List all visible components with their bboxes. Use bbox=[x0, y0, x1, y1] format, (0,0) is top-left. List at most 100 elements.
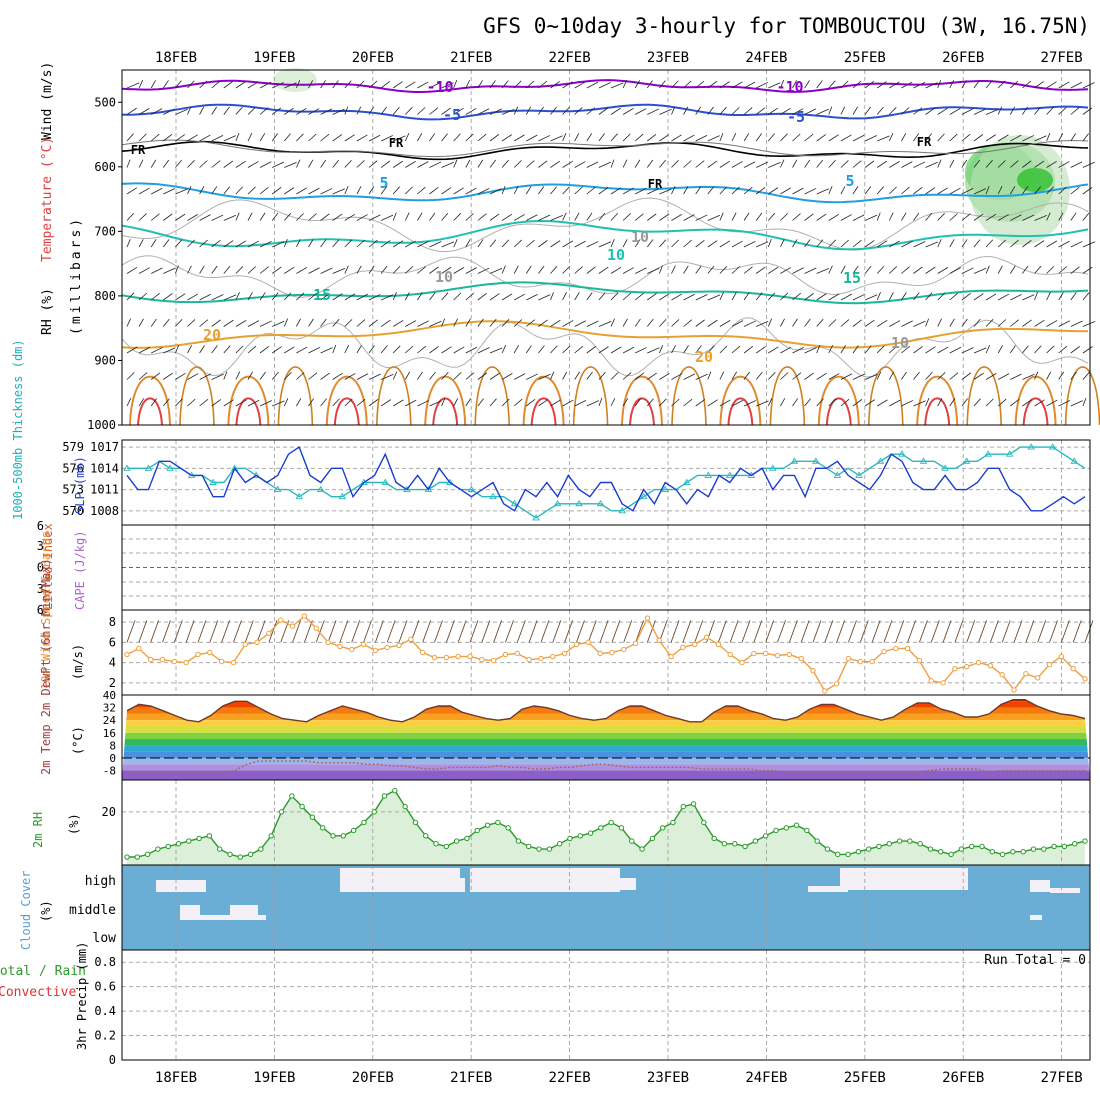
wind-barb bbox=[296, 213, 304, 221]
wind-barb bbox=[719, 266, 728, 274]
wind-barb bbox=[1010, 134, 1022, 142]
wind-barb bbox=[659, 398, 667, 407]
wind-barb bbox=[598, 371, 606, 380]
wind-barb bbox=[961, 80, 967, 89]
wind-barb bbox=[525, 186, 532, 195]
wind-barb bbox=[828, 293, 840, 301]
wind10m-barb bbox=[339, 620, 349, 643]
wind-barb bbox=[283, 239, 288, 248]
wind-barb bbox=[683, 345, 689, 354]
wind10m-barb bbox=[682, 620, 692, 643]
wind-barb bbox=[1070, 212, 1077, 221]
wind-barb bbox=[550, 371, 555, 380]
wind-barb bbox=[368, 80, 378, 89]
wind-barb bbox=[465, 292, 475, 301]
wind-barb bbox=[743, 345, 754, 354]
wind-barb bbox=[429, 133, 436, 142]
wind-barb bbox=[755, 212, 763, 221]
wind-barb bbox=[840, 80, 849, 89]
wind10m-barb bbox=[173, 620, 183, 643]
wind-barb bbox=[1046, 399, 1058, 407]
wind-barb bbox=[271, 266, 282, 274]
wind-barb bbox=[187, 398, 196, 407]
wind-barb bbox=[247, 107, 256, 115]
wind-barb bbox=[550, 214, 563, 221]
wind-barb bbox=[622, 80, 628, 89]
rh2m-point bbox=[433, 841, 439, 847]
date-label-bottom: 26FEB bbox=[942, 1070, 984, 1086]
wind10m-point bbox=[171, 658, 178, 665]
wind-barb bbox=[659, 345, 664, 354]
wind10m-point bbox=[609, 649, 615, 656]
wind10m-barb bbox=[150, 620, 160, 643]
wind-barb bbox=[332, 318, 340, 327]
wind-barb bbox=[998, 373, 1010, 380]
wind-barb bbox=[973, 239, 981, 248]
wind-barb bbox=[308, 213, 317, 221]
cloud-level-label: high bbox=[85, 874, 116, 889]
wind-barb bbox=[937, 133, 945, 142]
wind-barb bbox=[840, 373, 853, 380]
wind-barb bbox=[1009, 265, 1016, 274]
thickness-marker bbox=[166, 464, 174, 471]
date-label-bottom: 18FEB bbox=[155, 1070, 197, 1086]
thickness-marker bbox=[596, 499, 605, 507]
rh2m-point bbox=[309, 814, 316, 820]
wind-barb bbox=[659, 239, 667, 248]
wind-barb bbox=[175, 159, 182, 168]
temperature-contour bbox=[121, 219, 1089, 251]
wind-barb bbox=[610, 266, 622, 274]
wind-barb bbox=[477, 80, 483, 89]
thickness-marker bbox=[252, 471, 260, 478]
wind-barb bbox=[1022, 186, 1029, 195]
wind-barb bbox=[525, 106, 532, 115]
rh2m-point bbox=[865, 846, 872, 852]
wind-barb bbox=[864, 80, 875, 89]
wind10m-point bbox=[810, 668, 816, 674]
wind-barb bbox=[283, 398, 289, 407]
wind-barb bbox=[731, 371, 738, 380]
hot-contour bbox=[825, 397, 852, 426]
wind-barb bbox=[622, 267, 635, 274]
wind-barb bbox=[828, 373, 840, 380]
wind-barb bbox=[489, 318, 497, 327]
wind-barb bbox=[259, 400, 272, 407]
warm-contour bbox=[474, 366, 510, 426]
wind-barb bbox=[792, 239, 798, 248]
wind-barb bbox=[889, 345, 898, 354]
wind-barb bbox=[138, 346, 151, 354]
wind-barb bbox=[768, 107, 778, 115]
wind-barb bbox=[792, 213, 801, 221]
wind10m-point bbox=[301, 613, 308, 619]
wind-barb bbox=[332, 293, 343, 301]
cloud-clear-block bbox=[840, 868, 850, 888]
wind-barb bbox=[828, 186, 833, 195]
wind-barb bbox=[223, 214, 237, 221]
wind-barb bbox=[792, 267, 804, 274]
wind-barb bbox=[320, 372, 331, 380]
contour-label: FR bbox=[648, 177, 663, 191]
rh2m-area bbox=[127, 790, 1085, 865]
wind10m-point bbox=[762, 650, 769, 657]
temp-band bbox=[122, 699, 1090, 702]
rh2m-point bbox=[515, 838, 522, 844]
wind-barb bbox=[683, 80, 692, 89]
wind10m-barb bbox=[268, 620, 278, 643]
wind-barb bbox=[707, 135, 720, 142]
temp2m-tick: 40 bbox=[103, 689, 116, 702]
wind-barb bbox=[308, 372, 318, 380]
wind-barb bbox=[404, 292, 410, 301]
wind-barb bbox=[1010, 160, 1019, 168]
wind-barb bbox=[804, 398, 811, 407]
wind-barb bbox=[284, 107, 294, 115]
wind-barb bbox=[1046, 133, 1051, 142]
wind-barb bbox=[780, 213, 788, 221]
wind-barb bbox=[1034, 135, 1047, 142]
wind-barb bbox=[441, 133, 448, 142]
temp-band bbox=[122, 739, 1090, 746]
hot-contour bbox=[137, 397, 163, 426]
wind-barb bbox=[731, 345, 741, 354]
wind-barb bbox=[671, 186, 676, 195]
wind-barb bbox=[259, 371, 266, 380]
